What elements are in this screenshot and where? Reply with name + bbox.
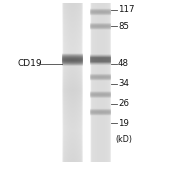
Text: 34: 34: [118, 79, 129, 88]
Text: (kD): (kD): [115, 135, 132, 144]
Text: 26: 26: [118, 99, 129, 108]
Text: 85: 85: [118, 22, 129, 31]
Text: 48: 48: [118, 59, 129, 68]
Text: 19: 19: [118, 119, 129, 128]
Text: CD19: CD19: [18, 59, 43, 68]
Text: 117: 117: [118, 5, 134, 14]
